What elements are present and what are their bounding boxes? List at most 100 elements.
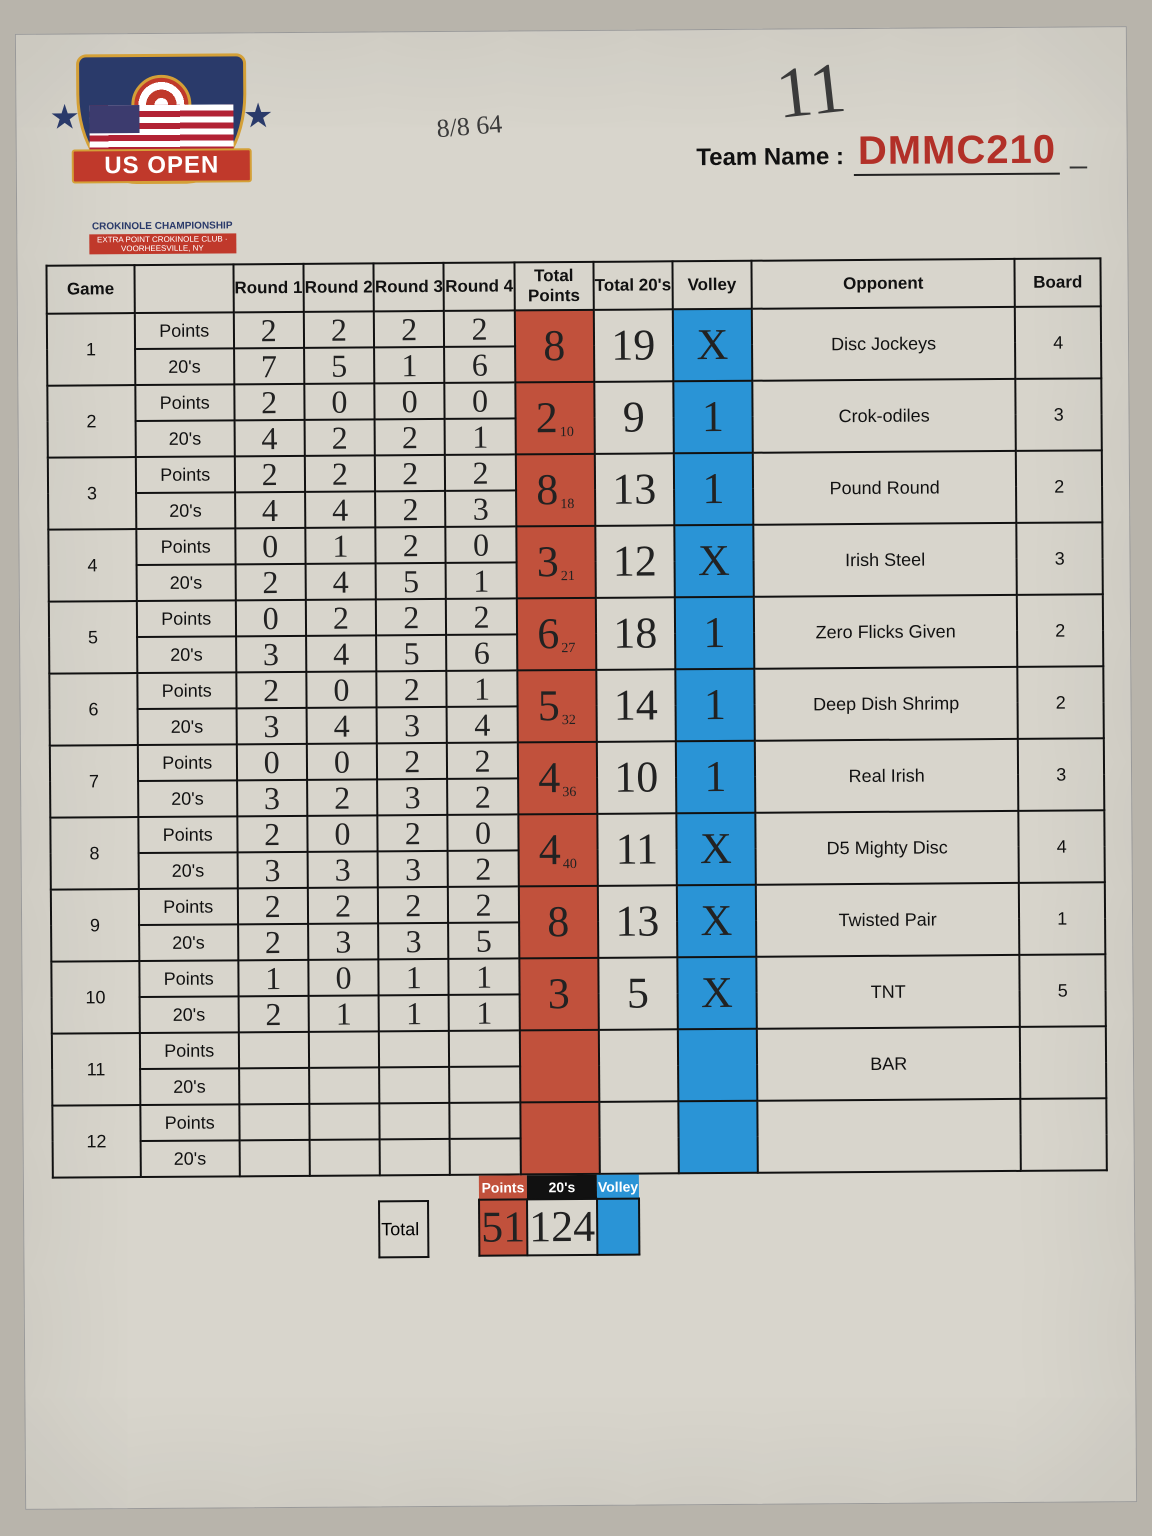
round-20s (239, 1140, 310, 1176)
total-20s: 5 (598, 957, 678, 1030)
logo-title: US OPEN (72, 148, 252, 183)
volley-cell: X (677, 885, 757, 958)
volley-cell: X (676, 813, 756, 886)
round-points (449, 1030, 520, 1066)
round-20s: 3 (236, 636, 307, 672)
table-row: 4Points012032112XIrish Steel3 (48, 522, 1102, 565)
total-points: 440 (518, 814, 598, 887)
opponent-cell: Irish Steel (753, 523, 1017, 597)
metric-label: 20's (138, 852, 237, 889)
round-20s: 3 (308, 923, 379, 959)
col-opponent: Opponent (751, 259, 1015, 309)
metric-label: 20's (137, 636, 236, 673)
round-20s: 3 (237, 852, 308, 888)
game-number: 10 (51, 961, 139, 1034)
total-20s: 11 (597, 813, 677, 886)
round-20s (450, 1138, 521, 1174)
total-points: 627 (517, 598, 597, 671)
volley-cell: X (674, 525, 754, 598)
table-body: 1Points2222819XDisc Jockeys420's75162Poi… (47, 306, 1107, 1177)
opponent-cell: BAR (757, 1027, 1021, 1101)
metric-label: 20's (140, 1068, 239, 1105)
table-header: Game Round 1 Round 2 Round 3 Round 4 Tot… (46, 258, 1100, 313)
col-round1: Round 1 (233, 264, 304, 312)
round-20s: 1 (446, 562, 517, 598)
round-20s: 1 (449, 994, 520, 1030)
flag-icon (89, 104, 233, 153)
metric-label: 20's (137, 708, 236, 745)
round-20s: 7 (234, 348, 305, 384)
board-cell: 1 (1019, 882, 1105, 955)
round-points: 2 (234, 384, 305, 420)
star-icon: ★ (243, 96, 274, 136)
metric-label: Points (135, 312, 234, 349)
round-points (238, 1032, 309, 1068)
board-cell (1020, 1026, 1106, 1099)
total-points: 818 (516, 454, 596, 527)
round-20s: 2 (304, 419, 375, 455)
round-20s (309, 1067, 380, 1103)
round-20s: 3 (307, 851, 378, 887)
metric-label: 20's (139, 924, 238, 961)
total-points: 321 (516, 526, 596, 599)
round-points: 2 (376, 599, 447, 635)
col-game: Game (46, 265, 134, 314)
round-points (380, 1103, 451, 1139)
total-points: 436 (518, 742, 598, 815)
round-20s: 6 (447, 634, 518, 670)
round-20s: 4 (306, 707, 377, 743)
game-number: 12 (52, 1105, 140, 1178)
total-points: 8 (519, 886, 599, 959)
board-cell: 3 (1017, 522, 1103, 595)
opponent-cell: Zero Flicks Given (754, 595, 1018, 669)
footer-total-points: 51 (479, 1199, 527, 1255)
round-20s (379, 1067, 450, 1103)
opponent-cell: Disc Jockeys (752, 307, 1016, 381)
round-points: 2 (374, 311, 445, 347)
board-cell: 2 (1017, 594, 1103, 667)
volley-cell: 1 (676, 741, 756, 814)
opponent-cell: D5 Mighty Disc (755, 811, 1019, 885)
score-table: Game Round 1 Round 2 Round 3 Round 4 Tot… (45, 257, 1107, 1178)
underline-icon: _ (1070, 136, 1087, 170)
total-20s: 19 (594, 309, 674, 382)
board-cell: 3 (1016, 378, 1102, 451)
volley-cell: 1 (675, 597, 755, 670)
round-points: 0 (446, 526, 517, 562)
header: ★ ★ US OPEN CROKINOLE CHAMPIONSHIP EXTRA… (16, 27, 1128, 255)
round-points: 0 (448, 814, 519, 850)
round-points: 2 (236, 672, 307, 708)
round-points: 2 (234, 456, 305, 492)
game-number: 9 (51, 889, 139, 962)
volley-cell: 1 (675, 669, 755, 742)
round-20s: 2 (238, 996, 309, 1032)
round-points (450, 1102, 521, 1138)
round-points: 2 (306, 599, 377, 635)
star-icon: ★ (49, 97, 80, 137)
col-round2: Round 2 (303, 263, 374, 311)
col-round3: Round 3 (374, 263, 445, 311)
round-points: 2 (376, 671, 447, 707)
volley-cell (678, 1029, 758, 1102)
metric-label: Points (136, 528, 235, 565)
total-20s (599, 1029, 679, 1102)
board-cell: 4 (1015, 306, 1101, 379)
round-points: 2 (237, 888, 308, 924)
total-points: 210 (515, 382, 595, 455)
round-20s: 5 (304, 347, 375, 383)
round-20s: 3 (378, 923, 449, 959)
round-20s: 4 (235, 492, 306, 528)
game-number: 7 (50, 745, 138, 818)
round-20s: 4 (305, 491, 376, 527)
metric-label: Points (138, 816, 237, 853)
table-row: 7Points0022436101Real Irish3 (50, 738, 1104, 781)
round-20s: 3 (236, 708, 307, 744)
table-row: 3Points2222818131Pound Round2 (48, 450, 1102, 493)
round-points: 0 (374, 383, 445, 419)
metric-label: Points (136, 456, 235, 493)
round-20s: 1 (445, 418, 516, 454)
game-number: 1 (47, 313, 135, 386)
table-row: 9Points2222813XTwisted Pair1 (51, 882, 1105, 925)
round-20s: 3 (237, 780, 308, 816)
volley-cell: X (673, 309, 753, 382)
